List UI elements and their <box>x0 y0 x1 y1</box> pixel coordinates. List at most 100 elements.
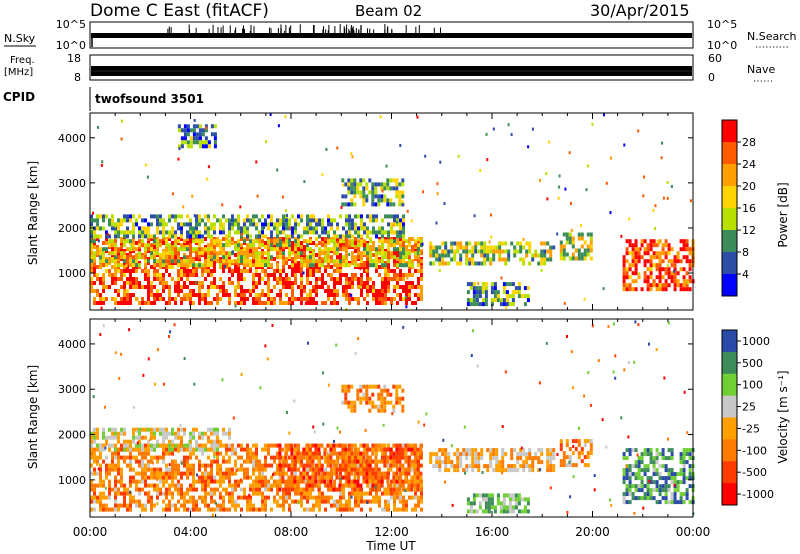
power-data-cell <box>255 263 258 268</box>
velocity-data-cell <box>129 467 132 472</box>
power-data-cell <box>381 285 384 289</box>
power-data-cell <box>357 234 360 239</box>
power-data-cell <box>102 263 105 268</box>
power-data-cell <box>502 298 506 303</box>
velocity-data-cell <box>396 451 399 456</box>
velocity-data-cell <box>336 443 339 448</box>
power-data-cell <box>481 290 485 295</box>
velocity-data-cell <box>516 452 520 457</box>
power-data-cell <box>100 306 103 310</box>
velocity-data-cell <box>285 491 288 496</box>
power-data-cell <box>387 239 390 244</box>
power-data-cell <box>486 158 489 162</box>
velocity-data-cell <box>93 431 96 436</box>
velocity-data-cell <box>120 467 123 472</box>
power-data-cell <box>318 251 321 256</box>
velocity-data-cell <box>438 464 442 469</box>
velocity-data-cell <box>93 499 96 504</box>
velocity-data-cell <box>353 451 357 456</box>
power-data-cell <box>537 253 541 258</box>
power-data-cell <box>478 302 482 307</box>
power-data-cell <box>342 245 345 249</box>
power-data-cell <box>285 237 288 241</box>
power-data-cell <box>225 259 228 264</box>
power-data-cell <box>261 263 264 268</box>
power-data-cell <box>288 301 291 305</box>
power-data-cell <box>252 255 255 260</box>
velocity-data-cell <box>441 460 445 465</box>
power-data-cell <box>393 289 396 293</box>
power-data-cell <box>279 249 282 253</box>
velocity-data-cell <box>276 455 279 460</box>
velocity-data-cell <box>574 447 578 452</box>
power-data-cell <box>528 245 532 250</box>
velocity-data-cell <box>360 495 363 500</box>
power-data-cell <box>135 257 138 261</box>
velocity-data-cell <box>192 431 195 436</box>
power-data-cell <box>141 255 144 260</box>
power-data-cell <box>472 290 476 295</box>
velocity-data-cell <box>293 463 297 468</box>
power-data-cell <box>429 245 433 250</box>
power-data-cell <box>105 214 108 219</box>
velocity-data-cell <box>240 487 243 492</box>
power-data-cell <box>402 237 405 241</box>
power-data-cell <box>165 255 168 260</box>
velocity-data-cell <box>299 487 303 492</box>
cpid-label: CPID <box>3 90 35 104</box>
power-data-cell <box>285 301 288 305</box>
power-data-cell <box>273 245 276 249</box>
velocity-data-cell <box>120 455 123 460</box>
velocity-data-cell <box>114 475 117 480</box>
velocity-data-cell <box>501 452 505 457</box>
power-data-cell <box>351 273 354 277</box>
velocity-data-cell <box>371 483 375 488</box>
power-data-cell <box>263 226 266 229</box>
power-data-cell <box>655 251 659 256</box>
power-data-cell <box>543 253 547 258</box>
velocity-data-cell <box>93 439 96 444</box>
power-data-cell <box>135 222 138 227</box>
power-data-cell <box>505 282 509 287</box>
velocity-data-cell <box>228 475 231 480</box>
velocity-data-cell <box>159 491 162 496</box>
power-data-cell <box>417 247 420 252</box>
power-data-cell <box>273 222 276 227</box>
power-data-cell <box>372 281 375 285</box>
power-data-cell <box>120 230 123 235</box>
power-data-cell <box>141 297 144 301</box>
velocity-data-cell <box>318 443 321 448</box>
power-data-cell <box>291 263 294 268</box>
power-data-cell <box>466 302 470 307</box>
power-data-cell <box>384 293 387 297</box>
power-data-cell <box>99 263 102 268</box>
power-data-cell <box>565 252 569 257</box>
power-data-cell <box>180 222 183 227</box>
power-data-cell <box>240 243 243 248</box>
velocity-data-cell <box>420 499 423 504</box>
velocity-data-cell <box>495 460 499 465</box>
power-data-cell <box>528 249 532 254</box>
velocity-data-cell <box>625 476 629 481</box>
power-data-cell <box>300 277 303 281</box>
power-data-cell <box>507 249 511 254</box>
velocity-data-cell <box>586 451 590 456</box>
velocity-data-cell <box>559 459 563 464</box>
power-data-cell <box>102 251 105 256</box>
power-data-cell <box>381 255 384 260</box>
power-data-cell <box>288 277 291 281</box>
velocity-data-cell <box>338 467 342 472</box>
velocity-data-cell <box>534 456 538 461</box>
velocity-data-cell <box>261 483 264 488</box>
power-data-cell <box>222 251 225 256</box>
power-data-cell <box>429 261 433 266</box>
power-data-cell <box>120 222 123 227</box>
velocity-data-cell <box>147 439 150 444</box>
power-data-cell <box>162 285 165 289</box>
velocity-data-cell <box>565 443 569 448</box>
velocity-data-cell <box>318 475 321 480</box>
power-data-cell <box>198 247 201 252</box>
velocity-data-cell <box>395 471 399 476</box>
power-data-cell <box>411 247 414 252</box>
velocity-data-cell <box>565 439 569 444</box>
